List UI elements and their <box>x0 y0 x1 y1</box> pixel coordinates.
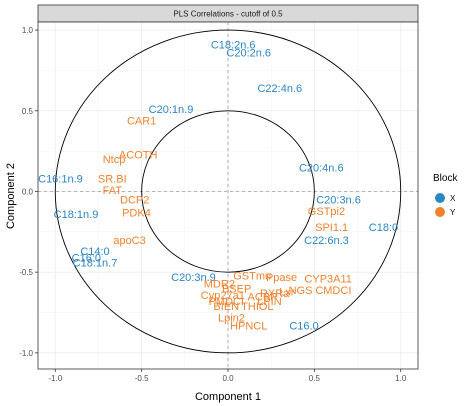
variable-label: BIEN <box>213 301 239 313</box>
y-tick-label: 0.5 <box>22 107 34 116</box>
variable-label: CMDCI <box>315 285 351 297</box>
variable-label: C20:2n.6 <box>226 48 271 60</box>
variable-label: apoC3 <box>113 235 145 247</box>
variable-label: MDR2 <box>204 278 235 290</box>
x-tick-label: -1.0 <box>48 374 62 383</box>
variable-label: DCP2 <box>120 195 149 207</box>
variable-label: C18:1n.7 <box>73 257 118 269</box>
variable-label: C20:3n.6 <box>316 195 361 207</box>
variable-label: FAT <box>103 185 123 197</box>
variable-label: PDK4 <box>122 207 151 219</box>
variable-label: GSTpi2 <box>308 206 345 218</box>
variable-label: CAR1 <box>127 115 156 127</box>
y-tick-label: 0.0 <box>22 187 34 196</box>
variable-label: Ppase <box>266 272 297 284</box>
variable-label: C14:0 <box>80 246 109 258</box>
legend: Block XY <box>433 173 458 217</box>
variable-label: C18:2n.6 <box>211 40 256 52</box>
variable-label: GSTmu <box>233 270 271 282</box>
legend-label-x: X <box>450 194 456 203</box>
variable-label: ACBP <box>248 291 278 303</box>
legend-title: Block <box>433 173 458 184</box>
variable-label: ACOTH <box>119 149 158 161</box>
variable-label: BSEP <box>222 283 251 295</box>
reference-lines <box>38 22 418 369</box>
variable-label: THIOL <box>241 301 273 313</box>
variable-label: C20:1n.9 <box>149 104 194 116</box>
legend-key-y <box>435 207 445 217</box>
variable-label: LPIN <box>257 296 282 308</box>
variable-label: Cyp27a1 <box>201 290 245 302</box>
y-tick-label: -0.5 <box>19 268 33 277</box>
correlation-circles <box>54 29 402 354</box>
variable-label: C16.0 <box>289 320 318 332</box>
variable-label: C22:4n.6 <box>257 83 302 95</box>
variable-label: RXRa <box>260 288 290 300</box>
variable-label: C20:3n.9 <box>171 272 216 284</box>
facet-strip: PLS Correlations - cutoff of 0.5 <box>37 4 419 23</box>
variable-label: Lpin2 <box>218 312 245 324</box>
variable-label: C18:0 <box>369 222 398 234</box>
circle-radius-0-5 <box>141 110 315 273</box>
variable-label: SPI1.1 <box>315 222 348 234</box>
legend-key-x <box>435 193 445 203</box>
variable-label: C16:1n.9 <box>38 174 83 186</box>
variable-label: C16:0 <box>72 253 101 265</box>
legend-label-y: Y <box>450 208 456 217</box>
x-axis-ticks: -1.0 -0.5 0.0 0.5 1.0 <box>48 369 407 383</box>
y-tick-label: -1.0 <box>19 349 33 358</box>
chart-title: PLS Correlations - cutoff of 0.5 <box>173 10 283 19</box>
variable-label: Lxr <box>279 287 295 299</box>
variable-label: CYP3A11 <box>304 274 352 286</box>
variable-label: HPNCL <box>230 320 267 332</box>
variable-label: PMDCI <box>209 296 244 308</box>
circle-radius-1 <box>54 29 402 354</box>
variable-label: C22:6n.3 <box>304 235 349 247</box>
variable-label: C18:1n.9 <box>54 209 99 221</box>
x-tick-label: 0.5 <box>309 374 321 383</box>
variable-label: C20:4n.6 <box>299 162 344 174</box>
x-tick-label: 1.0 <box>395 374 407 383</box>
variable-label: SR.BI <box>98 174 127 186</box>
y-tick-label: 1.0 <box>22 26 34 35</box>
variable-label: NGS <box>289 285 313 297</box>
x-axis-title: Component 1 <box>195 391 261 403</box>
x-tick-label: 0.0 <box>222 374 234 383</box>
y-axis-ticks: -1.0 -0.5 0.0 0.5 1.0 <box>19 26 38 358</box>
x-tick-label: -0.5 <box>135 374 149 383</box>
variable-label: Ntcp <box>103 154 126 166</box>
y-axis-title: Component 2 <box>5 163 17 229</box>
